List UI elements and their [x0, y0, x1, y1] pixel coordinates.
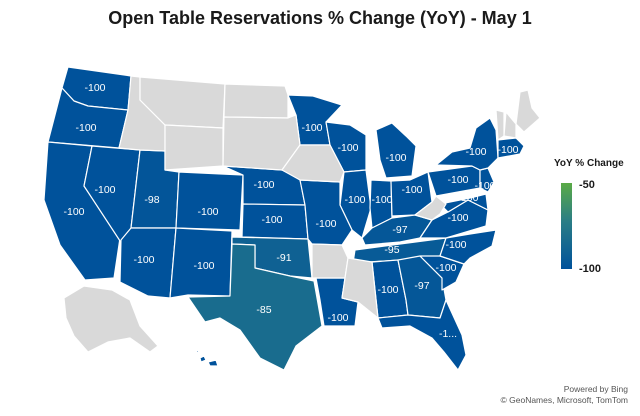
- state-value-label-south-carolina: -100: [435, 262, 456, 274]
- state-value-label-nebraska: -100: [253, 179, 274, 191]
- state-value-label-new-york: -100: [465, 146, 486, 158]
- state-value-label-tennessee: -95: [384, 244, 399, 256]
- state-value-label-utah: -98: [144, 194, 159, 206]
- state-value-label-california: -100: [63, 206, 84, 218]
- state-value-label-florida: -1...: [439, 328, 457, 340]
- state-massachusetts: [497, 137, 525, 159]
- state-value-label-kansas: -100: [261, 214, 282, 226]
- state-value-label-kentucky: -97: [392, 224, 407, 236]
- state-north-dakota: [223, 83, 289, 119]
- state-alaska: [63, 285, 159, 353]
- state-value-label-maryland: -100: [457, 192, 478, 204]
- state-michigan: [375, 122, 417, 179]
- state-iowa: [281, 144, 345, 183]
- state-value-label-michigan: -100: [385, 152, 406, 164]
- powered-by-text: Powered by Bing: [563, 384, 628, 394]
- state-value-label-new-mexico: -100: [193, 260, 214, 272]
- state-new-york: [435, 117, 499, 171]
- state-new-hampshire: [503, 111, 517, 139]
- attribution-text: © GeoNames, Microsoft, TomTom: [500, 395, 629, 405]
- state-maine: [515, 89, 541, 133]
- state-arkansas: [311, 243, 349, 279]
- state-value-label-oregon: -100: [75, 122, 96, 134]
- state-value-label-arizona: -100: [133, 254, 154, 266]
- state-west-virginia: [414, 195, 447, 221]
- state-value-label-nevada: -100: [94, 184, 115, 196]
- state-value-label-minnesota: -100: [301, 122, 322, 134]
- state-value-label-new-jersey: -100: [474, 180, 495, 192]
- state-value-label-pennsylvania: -100: [447, 174, 468, 186]
- state-maryland: [439, 193, 489, 213]
- state-value-label-massachusetts: -100: [497, 144, 518, 156]
- state-value-label-texas: -85: [256, 304, 271, 316]
- state-florida: [377, 299, 467, 371]
- state-value-label-oklahoma: -91: [276, 252, 291, 264]
- state-value-label-louisiana: -100: [327, 312, 348, 324]
- state-value-label-virginia: -100: [447, 212, 468, 224]
- state-value-label-ohio: -100: [401, 184, 422, 196]
- legend-gradient-bar: [561, 183, 572, 269]
- state-value-label-indiana: -100: [371, 194, 392, 206]
- state-value-label-illinois: -100: [344, 194, 365, 206]
- state-texas: [187, 243, 323, 371]
- state-hawaii: [195, 349, 219, 367]
- state-wyoming: [164, 124, 224, 171]
- state-value-label-alabama: -100: [377, 284, 398, 296]
- state-value-label-colorado: -100: [197, 206, 218, 218]
- legend-min-label: -100: [579, 263, 602, 275]
- state-new-mexico: [169, 227, 233, 299]
- state-colorado: [175, 171, 244, 231]
- state-value-label-washington: -100: [84, 82, 105, 94]
- legend-max-label: -50: [579, 179, 595, 191]
- state-value-label-north-carolina: -100: [445, 239, 466, 251]
- state-value-label-georgia: -97: [414, 280, 429, 292]
- map-title: Open Table Reservations % Change (YoY) -…: [108, 8, 532, 28]
- legend-title: YoY % Change: [554, 158, 624, 169]
- state-value-label-wisconsin: -100: [337, 142, 358, 154]
- state-vermont: [495, 109, 505, 141]
- legend: YoY % Change -50 -100: [548, 158, 640, 288]
- state-mississippi: [341, 257, 379, 319]
- state-value-label-missouri: -100: [315, 218, 336, 230]
- map-credits: Powered by Bing © GeoNames, Microsoft, T…: [501, 384, 629, 406]
